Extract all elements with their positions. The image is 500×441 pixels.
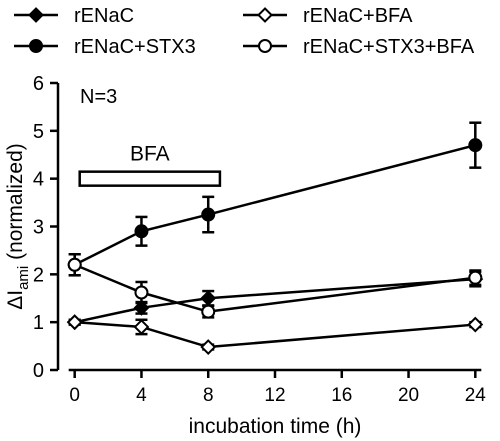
data-point xyxy=(200,290,217,307)
x-tick-label: 8 xyxy=(203,385,214,406)
y-tick-label: 6 xyxy=(33,73,44,95)
y-tick-label: 2 xyxy=(33,264,44,286)
y-tick-label: 0 xyxy=(33,360,44,382)
legend-item: rENaC+STX3 xyxy=(14,36,196,58)
x-tick-label: 24 xyxy=(465,385,487,406)
data-point xyxy=(134,285,149,300)
legend-marker xyxy=(257,7,273,23)
y-tick-label: 4 xyxy=(33,169,44,191)
data-point xyxy=(133,319,150,335)
legend-item: rENaC+STX3+BFA xyxy=(243,36,475,58)
data-point xyxy=(134,224,149,239)
y-axis-label: ΔIami (normalized) xyxy=(4,143,32,310)
data-point xyxy=(200,339,217,355)
data-point xyxy=(133,299,150,316)
annotation-n: N=3 xyxy=(80,86,117,108)
series-renac-bfa xyxy=(66,314,484,355)
series-line xyxy=(74,320,476,349)
data-point xyxy=(201,207,216,222)
x-tick-label: 4 xyxy=(136,385,147,406)
x-tick-label: 12 xyxy=(264,385,285,406)
data-point xyxy=(67,257,82,272)
legend-label: rENaC+BFA xyxy=(303,5,413,27)
y-tick-label: 3 xyxy=(33,217,44,239)
legend-item: rENaC+BFA xyxy=(243,5,413,27)
data-point xyxy=(467,316,484,333)
legend-label: rENaC+STX3 xyxy=(74,36,196,58)
data-point xyxy=(66,314,83,331)
legend-marker xyxy=(258,39,272,53)
legend-label: rENaC xyxy=(74,5,134,27)
x-tick-label: 16 xyxy=(331,385,352,406)
series-renac-stx3-bfa xyxy=(67,252,483,319)
legend-marker xyxy=(29,39,43,53)
series-renac-stx3 xyxy=(67,121,483,277)
series-line xyxy=(74,143,476,266)
y-tick-label: 5 xyxy=(33,121,44,143)
series-line xyxy=(74,263,476,313)
x-axis-label: incubation time (h) xyxy=(189,415,362,438)
legend-marker xyxy=(28,7,44,23)
data-point xyxy=(201,304,216,319)
data-point xyxy=(468,270,483,285)
legend: rENaC rENaC+BFA rENaC+STX3 rENaC+STX3+BFA xyxy=(14,5,475,58)
x-tick-label: 0 xyxy=(69,385,80,406)
x-tick-label: 20 xyxy=(398,385,419,406)
data-point xyxy=(468,138,483,153)
y-tick-label: 1 xyxy=(33,312,44,334)
legend-item: rENaC xyxy=(14,5,134,27)
series-renac xyxy=(66,270,484,331)
bfa-bar xyxy=(78,170,222,187)
legend-label: rENaC+STX3+BFA xyxy=(303,36,475,58)
bfa-bar-label: BFA xyxy=(130,143,170,166)
